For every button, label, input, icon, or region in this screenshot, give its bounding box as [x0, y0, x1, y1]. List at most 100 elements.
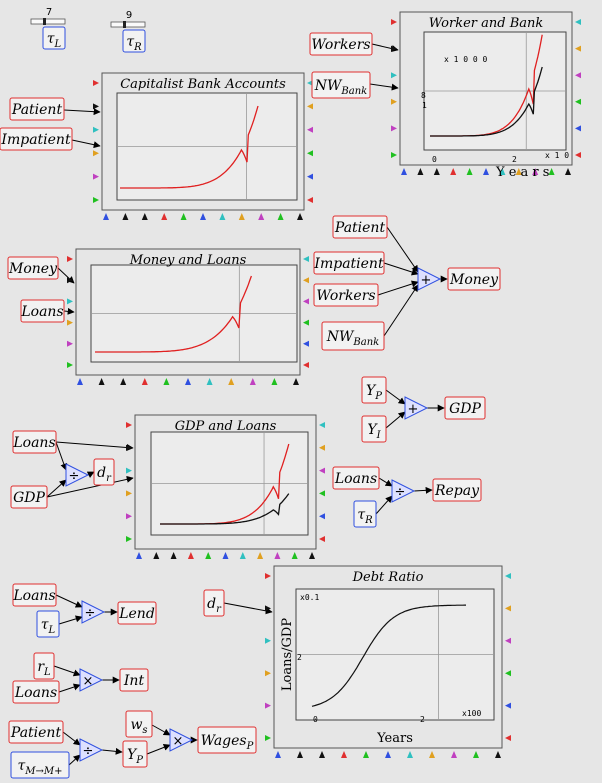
port-right[interactable]: [575, 152, 581, 158]
port-right[interactable]: [303, 277, 309, 284]
port-bottom[interactable]: [205, 552, 212, 559]
plot-debt-ratio[interactable]: Debt Ratio Loans/GDP Years x0.1 2 0 2 x100: [273, 565, 503, 749]
port-right[interactable]: [505, 573, 511, 579]
label-lend-out[interactable]: Lend: [117, 601, 157, 625]
slider-tau-r-thumb[interactable]: [123, 21, 126, 28]
block-repay-div[interactable]: ÷: [391, 479, 416, 503]
port-right[interactable]: [307, 197, 313, 203]
port-left[interactable]: [67, 319, 73, 326]
port-bottom[interactable]: [185, 378, 191, 385]
port-right[interactable]: [303, 319, 309, 326]
port-bottom[interactable]: [187, 552, 194, 559]
label-ws[interactable]: ws: [125, 710, 153, 738]
port-left[interactable]: [67, 256, 73, 262]
port-left[interactable]: [126, 536, 132, 542]
port-left[interactable]: [126, 490, 132, 497]
port-right[interactable]: [505, 702, 511, 709]
port-bottom[interactable]: [565, 168, 571, 175]
port-bottom[interactable]: [122, 213, 129, 220]
port-right[interactable]: [303, 362, 309, 368]
port-right[interactable]: [319, 513, 325, 520]
port-bottom[interactable]: [499, 168, 506, 175]
port-bottom[interactable]: [141, 213, 148, 220]
port-bottom[interactable]: [483, 168, 489, 175]
port-bottom[interactable]: [153, 552, 160, 559]
port-right[interactable]: [303, 298, 309, 305]
port-left[interactable]: [265, 735, 271, 741]
block-money-sum[interactable]: +: [417, 267, 442, 291]
port-right[interactable]: [319, 444, 325, 451]
port-bottom[interactable]: [466, 168, 473, 175]
label-gdp-2[interactable]: GDP: [10, 485, 48, 509]
label-patient-1[interactable]: Patient: [9, 97, 65, 121]
port-left[interactable]: [391, 152, 397, 158]
port-bottom[interactable]: [206, 378, 213, 385]
port-right[interactable]: [575, 72, 581, 79]
port-right[interactable]: [307, 173, 313, 180]
label-patient-2[interactable]: Patient: [332, 215, 388, 239]
plot-gdp-loans[interactable]: GDP and Loans: [134, 414, 317, 550]
port-bottom[interactable]: [341, 751, 347, 758]
port-right[interactable]: [505, 605, 511, 612]
label-workers-1[interactable]: Workers: [309, 32, 373, 56]
label-yi-1[interactable]: YI: [361, 415, 387, 443]
port-bottom[interactable]: [401, 168, 407, 175]
port-left[interactable]: [126, 467, 132, 474]
block-dr-div[interactable]: ÷: [65, 463, 90, 487]
port-bottom[interactable]: [239, 552, 246, 559]
plot-money-loans[interactable]: Money and Loans: [75, 248, 301, 376]
label-tau-mm[interactable]: τM→M+: [10, 751, 70, 779]
port-bottom[interactable]: [258, 213, 265, 220]
label-taur-2[interactable]: τR: [353, 500, 377, 528]
port-bottom[interactable]: [363, 751, 369, 758]
port-bottom[interactable]: [274, 552, 281, 559]
block-wages-mul[interactable]: ×: [169, 728, 194, 752]
port-left[interactable]: [265, 702, 271, 709]
port-bottom[interactable]: [385, 751, 391, 758]
port-left[interactable]: [67, 277, 73, 284]
port-bottom[interactable]: [450, 168, 457, 175]
port-bottom[interactable]: [271, 378, 278, 385]
port-bottom[interactable]: [161, 213, 168, 220]
port-right[interactable]: [319, 422, 325, 428]
port-bottom[interactable]: [103, 213, 109, 220]
port-bottom[interactable]: [309, 552, 315, 559]
port-left[interactable]: [67, 340, 73, 347]
port-right[interactable]: [505, 735, 511, 741]
port-left[interactable]: [265, 637, 271, 644]
block-yp-div[interactable]: ÷: [79, 738, 104, 762]
port-bottom[interactable]: [297, 751, 303, 758]
port-left[interactable]: [391, 98, 397, 105]
label-int-out[interactable]: Int: [119, 668, 149, 692]
label-loans-3[interactable]: Loans: [332, 466, 380, 490]
block-lend-div[interactable]: ÷: [81, 600, 106, 624]
block-gdp-sum[interactable]: +: [404, 396, 429, 420]
port-right[interactable]: [319, 490, 325, 497]
port-bottom[interactable]: [433, 168, 440, 175]
label-loans-2[interactable]: Loans: [12, 430, 57, 454]
port-right[interactable]: [307, 103, 313, 110]
port-bottom[interactable]: [297, 213, 303, 220]
label-dr-in[interactable]: dr: [203, 589, 225, 617]
port-bottom[interactable]: [222, 552, 229, 559]
port-right[interactable]: [319, 536, 325, 542]
port-bottom[interactable]: [238, 213, 245, 220]
label-impatient-1[interactable]: Impatient: [0, 127, 73, 151]
port-left[interactable]: [93, 126, 99, 133]
port-left[interactable]: [391, 19, 397, 25]
port-left[interactable]: [391, 45, 397, 52]
label-loans-5[interactable]: Loans: [12, 680, 60, 704]
label-taul-2[interactable]: τL: [36, 610, 60, 638]
port-right[interactable]: [303, 340, 309, 347]
port-left[interactable]: [126, 513, 132, 520]
port-left[interactable]: [93, 197, 99, 203]
block-int-mul[interactable]: ×: [79, 668, 104, 692]
plot-worker-bank[interactable]: Worker and Bank: [399, 11, 573, 166]
label-rl[interactable]: rL: [33, 652, 55, 680]
port-right[interactable]: [307, 126, 313, 133]
port-left[interactable]: [391, 72, 397, 79]
slider-tau-r-label[interactable]: τR: [122, 29, 146, 53]
label-loans-1[interactable]: Loans: [20, 299, 65, 323]
label-workers-2[interactable]: Workers: [313, 283, 379, 307]
port-bottom[interactable]: [219, 213, 226, 220]
